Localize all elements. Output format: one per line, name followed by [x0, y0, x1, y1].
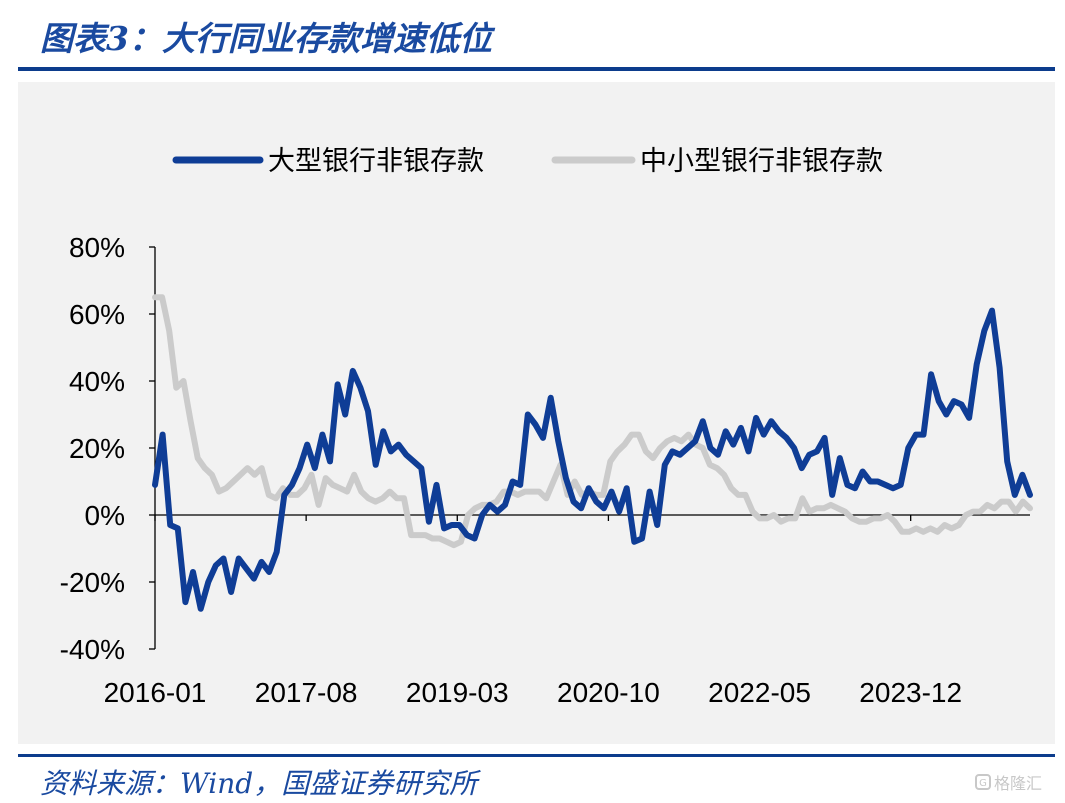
title-rule — [18, 67, 1055, 71]
watermark: G 格隆汇 — [975, 770, 1042, 794]
y-tick-label: 80% — [69, 232, 125, 263]
x-tick-label: 2023-12 — [859, 677, 962, 708]
y-tick-label: -40% — [60, 634, 125, 665]
series-lines — [152, 294, 1033, 612]
watermark-text: 格隆汇 — [994, 774, 1043, 793]
y-tick-label: 60% — [69, 299, 125, 330]
source-note: 资料来源：Wind，国盛证券研究所 — [40, 767, 478, 800]
chart-title: 图表3：大行同业存款增速低位 — [40, 19, 492, 58]
y-tick-label: 40% — [69, 366, 125, 397]
x-tick-label: 2016-01 — [104, 677, 207, 708]
y-tick-label: 0% — [85, 500, 125, 531]
x-tick-label: 2017-08 — [255, 677, 358, 708]
y-tick-labels: -40% -20% 0% 20% 40% 60% 80% — [60, 232, 125, 665]
source-rule — [18, 754, 1055, 757]
x-tick-label: 2022-05 — [708, 677, 811, 708]
x-tick-label: 2019-03 — [406, 677, 509, 708]
x-tick-labels: 2016-01 2017-08 2019-03 2020-10 2022-05 2023-… — [104, 677, 962, 708]
y-tick-label: 20% — [69, 433, 125, 464]
legend: 大型银行非银存款 中小型银行非银存款 — [172, 146, 883, 177]
series-line-large-banks — [152, 307, 1033, 612]
watermark-logo-icon: G — [975, 774, 991, 790]
x-tick-label: 2020-10 — [557, 677, 660, 708]
series-line-small-banks — [152, 294, 1033, 549]
legend-label-large-banks: 大型银行非银存款 — [268, 146, 484, 177]
legend-label-small-banks: 中小型银行非银存款 — [640, 146, 883, 177]
axes — [149, 246, 1030, 650]
y-tick-label: -20% — [60, 567, 125, 598]
